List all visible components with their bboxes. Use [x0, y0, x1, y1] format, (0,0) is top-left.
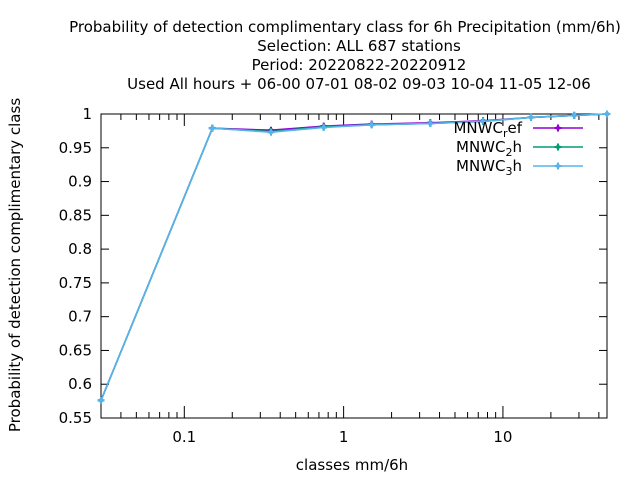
x-tick-label: 10: [493, 428, 512, 446]
legend-name: MNWC: [453, 119, 502, 137]
y-tick-label: 0.65: [59, 341, 92, 359]
legend-marker-dot: [555, 163, 561, 169]
x-axis: 0.1 1 10: [100, 114, 600, 446]
y-tick-label: 0.7: [68, 308, 92, 326]
legend-marker-dot: [555, 144, 561, 150]
y-tick-label: 0.6: [68, 375, 92, 393]
y-axis-label: Probability of detection complimentary c…: [6, 98, 24, 432]
data-point-marker: [98, 398, 104, 403]
data-point-marker: [480, 119, 486, 124]
legend-suffix: ef: [507, 119, 522, 137]
title-line: Selection: ALL 687 stations: [257, 37, 461, 55]
legend-item: MNWC3h: [456, 157, 583, 178]
y-tick-label: 0.95: [59, 139, 92, 157]
x-axis-label: classes mm/6h: [296, 456, 408, 474]
series-1: [97, 110, 611, 404]
data-point-marker: [428, 121, 433, 126]
y-tick-label: 0.9: [68, 173, 92, 191]
legend-name: MNWC: [456, 138, 505, 156]
data-point-marker: [268, 130, 274, 135]
data-point-marker: [369, 122, 374, 128]
legend-suffix: h: [512, 138, 522, 156]
legend-item: MNWCref: [453, 119, 583, 140]
legend-subscript: 3: [505, 165, 512, 178]
legend-subscript: r: [503, 127, 508, 140]
legend-item: MNWC2h: [456, 138, 583, 159]
x-tick-label: 1: [339, 428, 349, 446]
legend-label: MNWC2h: [456, 138, 522, 159]
legend-name: MNWC: [456, 157, 505, 175]
legend-marker-dot: [555, 125, 561, 131]
data-point-marker: [528, 115, 534, 120]
plot-frame: [100, 113, 608, 419]
series-group: [97, 110, 611, 404]
series-line: [100, 113, 608, 401]
y-tick-label: 0.8: [68, 240, 92, 258]
y-tick-label: 0.85: [59, 206, 92, 224]
y-axis: 0.55 0.6 0.65 0.7 0.75 0.8 0.85 0.9 0.95 1: [59, 105, 607, 427]
data-point-marker: [604, 111, 610, 117]
data-point-marker: [210, 125, 215, 131]
legend-subscript: 2: [505, 146, 512, 159]
title-line: Period: 20220822-20220912: [252, 56, 467, 74]
y-tick-label: 0.55: [59, 409, 92, 427]
x-tick-label: 0.1: [172, 428, 196, 446]
data-point-marker: [571, 113, 577, 118]
y-tick-label: 0.75: [59, 274, 92, 292]
series-line: [100, 113, 608, 401]
title-line: Probability of detection complimentary c…: [69, 18, 621, 36]
y-tick-label: 1: [82, 105, 92, 123]
title-line: Used All hours + 06-00 07-01 08-02 09-03…: [127, 75, 591, 93]
chart-title: Probability of detection complimentary c…: [69, 18, 621, 93]
series-line: [100, 113, 608, 401]
legend-suffix: h: [512, 157, 522, 175]
series-3: [97, 110, 611, 404]
data-point-marker: [321, 125, 326, 130]
legend-label: MNWC3h: [456, 157, 522, 178]
series-2: [97, 110, 611, 404]
plot-border: [100, 113, 608, 419]
legend-label: MNWCref: [453, 119, 522, 140]
